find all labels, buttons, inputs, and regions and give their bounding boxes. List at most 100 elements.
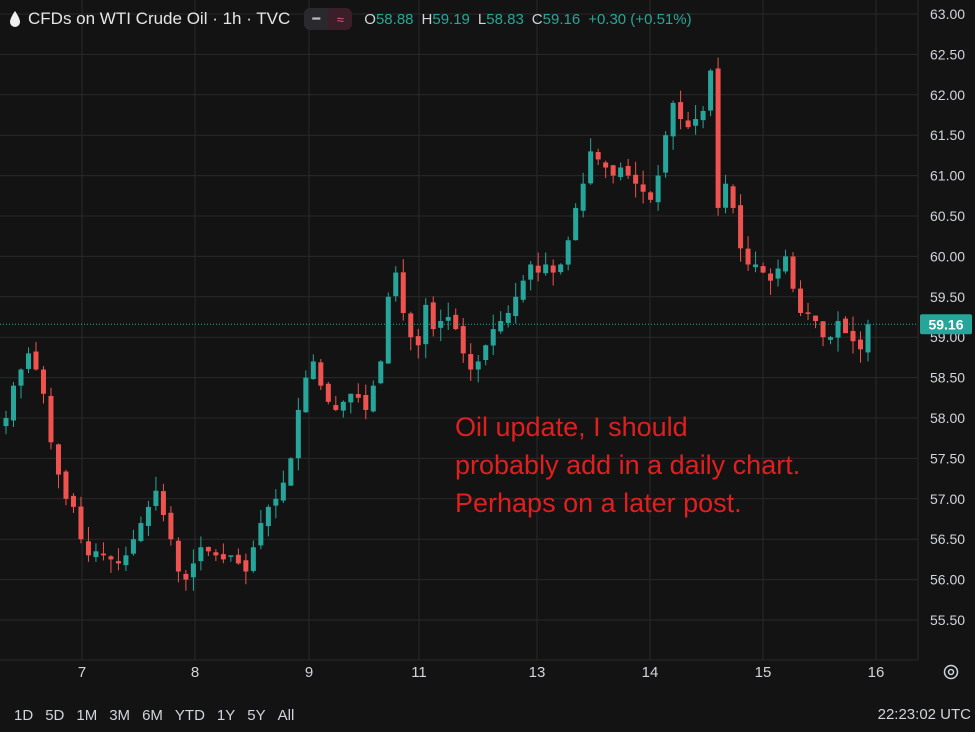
price-tick-label: 57.00 [930,491,965,507]
candle-body [273,498,279,506]
candle-body [588,151,594,184]
price-tick-label: 62.50 [930,46,965,62]
candle-body [318,362,324,386]
price-tick-label: 55.50 [930,612,965,628]
price-tick-label: 58.00 [930,410,965,426]
price-tick-label: 58.50 [930,370,965,386]
candle-body [580,183,586,211]
range-3m[interactable]: 3M [109,706,131,724]
candle-body [663,135,669,173]
candle-body [325,383,331,402]
candle-body [595,151,601,160]
range-ytd[interactable]: YTD [174,706,205,724]
range-selector: 1D 5D 1M 3M 6M YTD 1Y 5Y All [14,707,294,724]
candle-body [78,506,84,540]
candle-body [48,395,54,443]
time-tick-label: 16 [868,664,885,681]
candle-body [445,317,451,321]
candle-body [93,551,99,558]
candle-body [640,184,646,192]
candle-body [573,207,579,241]
candle-body [85,541,91,556]
price-tick-label: 60.50 [930,208,965,224]
candle-body [25,353,31,369]
candle-body [828,337,834,340]
candle-body [18,369,24,386]
range-5y[interactable]: 5Y [247,706,266,724]
candle-body [490,329,496,346]
range-1d[interactable]: 1D [14,706,34,724]
candle-body [348,393,354,403]
legend-controls: ━ ≈ [304,8,353,30]
candle-body [738,205,744,249]
candle-body [730,186,736,208]
candle-body [505,312,511,323]
candle-body [678,102,684,120]
high-key: H [421,10,433,28]
low-key: L [477,10,487,28]
last-price-label: 59.16 [928,316,963,332]
high-value: 59.19 [432,10,470,28]
price-tick-label: 61.50 [930,127,965,143]
candle-body [220,554,226,560]
time-tick-label: 7 [78,664,86,681]
candle-body [115,561,121,564]
time-tick-label: 15 [755,664,772,681]
oil-drop-icon [10,11,20,27]
chart-grid [0,0,919,661]
candle-body [558,264,564,273]
utc-clock[interactable]: 22:23:02 UTC [877,706,971,723]
candle-body [790,256,796,289]
price-tick-label: 60.00 [930,248,965,264]
candle-body [153,490,159,506]
range-6m[interactable]: 6M [142,706,163,724]
annotation-line-2: probably add in a daily chart. [455,450,801,480]
minus-icon[interactable]: ━ [304,8,329,30]
candle-body [258,523,264,546]
candle-body [340,401,346,411]
candle-body [453,314,459,330]
candle-body [648,192,654,200]
wave-icon[interactable]: ≈ [328,8,353,30]
candle-body [303,377,309,413]
candle-body [190,563,196,578]
candle-body [813,315,819,322]
candle-body [355,394,361,398]
time-axis: 7 8 9 11 13 14 15 16 [78,664,885,681]
candle-body [775,268,781,279]
price-tick-label: 62.00 [930,87,965,103]
candle-body [63,471,69,499]
candle-body [618,167,624,178]
time-tick-label: 9 [305,664,313,681]
candle-body [550,265,556,273]
price-tick-label: 63.00 [930,6,965,22]
candle-body [468,354,474,370]
time-tick-label: 13 [529,664,546,681]
candle-body [858,339,864,350]
settings-gear-icon[interactable] [940,661,962,683]
candle-body [40,369,46,394]
range-5d[interactable]: 5D [45,706,65,724]
range-1m[interactable]: 1M [76,706,98,724]
candle-body [850,330,856,342]
close-key: C [531,10,543,28]
candle-body [783,256,789,272]
candle-body [370,385,376,412]
candle-body [535,265,541,273]
candle-body [715,68,721,208]
time-tick-label: 8 [191,664,199,681]
range-1y[interactable]: 1Y [216,706,236,724]
candle-body [310,361,316,380]
candle-body [55,444,61,475]
change-value: +0.30 (+0.51%) [588,10,692,28]
candle-body [250,547,256,571]
symbol-title[interactable]: CFDs on WTI Crude Oil · 1h · TVC [28,9,291,28]
candle-body [460,326,466,354]
candle-body [183,573,189,580]
candle-body [228,555,234,557]
candle-body [708,70,714,111]
ohlc-values: O58.88 H59.19 L58.83 C59.16 +0.30 (+0.51… [364,11,691,28]
range-all[interactable]: All [277,706,295,724]
candle-body [768,273,774,281]
